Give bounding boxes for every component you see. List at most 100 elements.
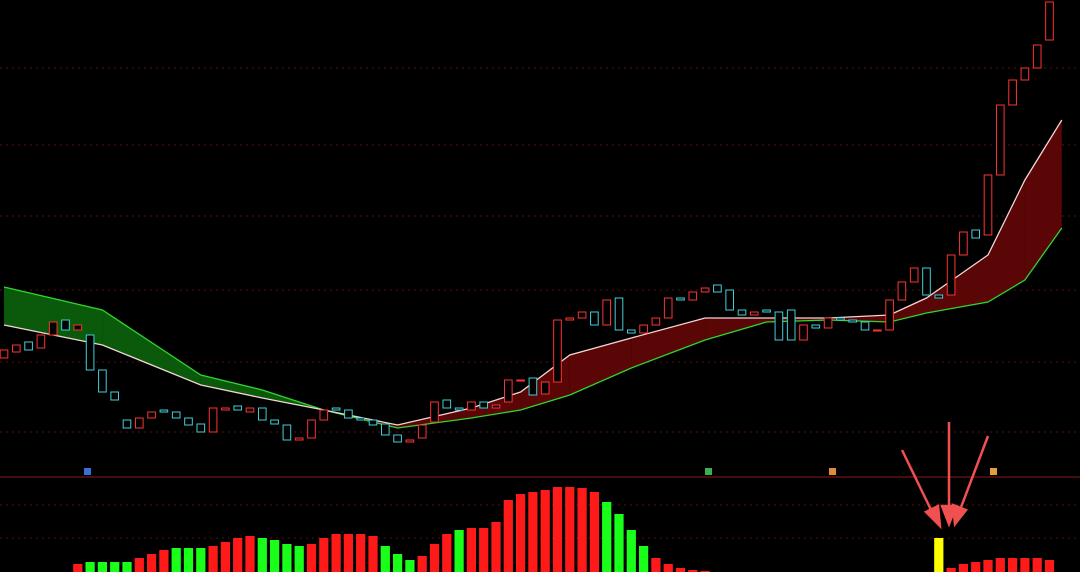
candle-body: [614, 297, 624, 331]
signal-icons: [84, 468, 997, 475]
candle-body: [282, 424, 292, 441]
candle-body: [565, 317, 575, 321]
signal-icon: [990, 468, 997, 475]
candle-body: [688, 291, 698, 301]
candle-body: [430, 401, 439, 423]
candle-body: [528, 377, 538, 396]
candle-body: [184, 417, 193, 426]
candle-body: [85, 334, 95, 371]
candles: [0, 1, 1054, 443]
signal-icon: [84, 468, 91, 475]
candle-body: [368, 419, 378, 426]
candle-body: [885, 299, 894, 331]
bar: [1007, 558, 1018, 572]
band-fill: [569, 338, 632, 395]
candle-body: [245, 407, 255, 413]
candle-body: [294, 437, 304, 441]
band-fill: [102, 310, 201, 385]
candle-body: [762, 309, 771, 313]
candle-body: [713, 284, 722, 293]
bar: [614, 514, 624, 572]
candle-body: [626, 329, 636, 334]
bar: [454, 530, 464, 572]
candle-body: [1020, 67, 1030, 81]
bar: [565, 487, 575, 572]
candle-body: [577, 311, 587, 319]
candle-body: [897, 281, 907, 301]
bar: [688, 570, 698, 572]
candle-body: [356, 417, 366, 421]
candle-body: [553, 319, 562, 383]
candle-body: [61, 319, 70, 331]
arrowhead: [951, 503, 969, 528]
candle-body: [122, 419, 132, 429]
candle-body: [540, 381, 550, 395]
candle-body: [479, 401, 489, 409]
candle-body: [934, 294, 944, 299]
band-fill: [705, 318, 767, 340]
candle-body: [922, 267, 931, 296]
bar: [1032, 558, 1042, 572]
candle-body: [36, 334, 46, 349]
slow-line: [3, 227, 1063, 429]
histogram: [73, 487, 1055, 572]
candle-body: [848, 319, 858, 323]
bar: [602, 502, 612, 572]
candle-body: [208, 407, 218, 433]
bar: [663, 564, 673, 572]
bar: [245, 536, 255, 572]
candle-body: [233, 405, 243, 411]
bar: [638, 546, 649, 572]
candle-body: [1032, 44, 1042, 69]
candle-body: [331, 407, 341, 411]
candle-body: [393, 434, 402, 443]
candle-body: [786, 309, 796, 341]
candle-body: [0, 349, 9, 359]
candle-body: [491, 404, 501, 409]
candle-body: [73, 324, 83, 331]
bar: [392, 554, 403, 572]
candle-body: [737, 309, 747, 316]
candle-body: [749, 311, 759, 316]
candle-body: [221, 407, 230, 411]
bar: [282, 544, 292, 572]
candle-body: [602, 299, 612, 326]
bar: [958, 564, 969, 572]
bar: [589, 492, 600, 572]
bar: [122, 562, 132, 572]
bar: [405, 560, 415, 572]
bar: [343, 534, 354, 572]
bar: [626, 530, 636, 572]
candle-body: [171, 411, 181, 419]
bar: [85, 562, 95, 572]
candle-body: [307, 419, 316, 439]
candle-body: [11, 344, 21, 353]
bar: [577, 488, 587, 572]
candle-body: [971, 229, 981, 239]
candle-body: [1045, 1, 1054, 41]
signal-icon: [829, 468, 836, 475]
bar: [946, 568, 956, 572]
arrow: [958, 435, 990, 511]
candle-body: [24, 341, 33, 351]
bar: [208, 546, 218, 572]
bar: [515, 494, 526, 572]
candle-body: [442, 399, 452, 409]
candle-body: [700, 287, 710, 293]
candle-body: [811, 324, 821, 329]
candle-body: [946, 254, 956, 296]
arrowhead: [923, 504, 942, 530]
bar: [183, 548, 194, 572]
candle-body: [270, 419, 279, 425]
arrows: [900, 422, 990, 530]
bar: [380, 546, 390, 572]
band-fill: [200, 375, 263, 398]
bar: [466, 528, 477, 572]
candle-body: [676, 297, 685, 301]
candle-body: [959, 231, 968, 256]
candle-body: [836, 317, 845, 321]
candle-body: [454, 407, 464, 411]
